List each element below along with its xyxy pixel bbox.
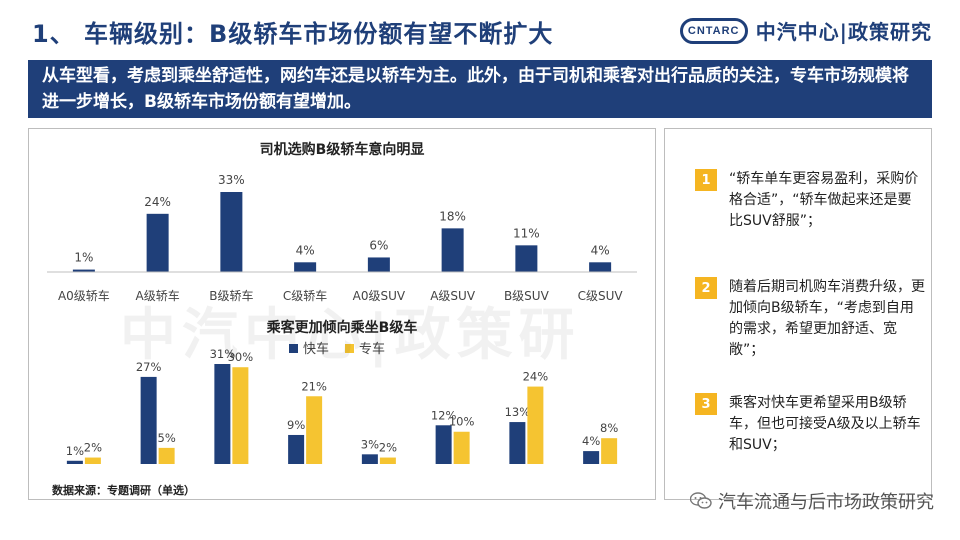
bar-premium-0	[84, 457, 101, 464]
bar-driver-6	[515, 245, 538, 272]
bar-label-driver-7: 4%	[591, 243, 610, 257]
bar-label-express-6: 13%	[505, 405, 531, 419]
bar-label-express-1: 27%	[136, 360, 162, 374]
legend-label-1: 专车	[359, 341, 385, 357]
bar-driver-7	[589, 262, 612, 272]
bar-express-7	[583, 451, 600, 464]
bar-express-3	[288, 434, 305, 464]
note-text: 随着后期司机购车消费升级，更加倾向B级轿车，“考虑到自用的需求，希望更加舒适、宽…	[729, 279, 925, 358]
chart1-title: 司机选购B级轿车意向明显	[260, 141, 425, 158]
note-badge: 2	[695, 277, 717, 299]
bar-label-driver-4: 6%	[369, 238, 388, 252]
note-1: 1 “轿车单车更容易盈利，采购价格合适”，“轿车做起来还是要比SUV舒服”；	[695, 169, 925, 232]
bar-label-express-7: 4%	[582, 434, 600, 448]
page-title: 1、 车辆级别：B级轿车市场份额有望不断扩大	[32, 20, 554, 48]
bar-label-driver-5: 18%	[439, 209, 466, 223]
logo-mark: CNTARC	[679, 17, 748, 44]
bar-express-5	[435, 425, 452, 464]
bar-label-driver-2: 33%	[218, 173, 245, 187]
x-tick-label-4: A0级SUV	[353, 289, 406, 303]
x-tick-label-6: B级SUV	[504, 289, 550, 303]
bar-label-premium-6: 24%	[523, 370, 549, 384]
bar-premium-5	[453, 431, 470, 464]
bar-label-premium-0: 2%	[84, 441, 102, 455]
note-3: 3 乘客对快车更希望采用B级轿车，但也可接受A级及以上轿车和SUV；	[695, 393, 925, 456]
legend-label-0: 快车	[303, 341, 329, 357]
bar-express-1	[140, 376, 157, 464]
bar-premium-4	[379, 457, 396, 464]
notes-panel: 1 “轿车单车更容易盈利，采购价格合适”，“轿车做起来还是要比SUV舒服”； 2…	[664, 128, 932, 500]
note-text: 乘客对快车更希望采用B级轿车，但也可接受A级及以上轿车和SUV；	[729, 395, 921, 453]
x-tick-label-3: C级轿车	[283, 288, 327, 303]
wechat-account-name: 汽车流通与后市场政策研究	[718, 492, 934, 513]
bar-label-premium-5: 10%	[449, 415, 475, 429]
bar-label-premium-2: 30%	[228, 350, 254, 364]
bar-express-4	[361, 454, 378, 464]
legend-swatch-1	[345, 344, 354, 353]
x-tick-label-5: A级SUV	[430, 289, 476, 303]
summary-banner: 从车型看，考虑到乘坐舒适性，网约车还是以轿车为主。此外，由于司机和乘客对出行品质…	[28, 60, 932, 118]
bar-driver-2	[220, 192, 243, 272]
bar-label-express-4: 3%	[361, 437, 379, 451]
legend-swatch-0	[289, 344, 298, 353]
bar-premium-3	[306, 396, 323, 464]
bar-premium-7	[601, 438, 618, 464]
bar-label-driver-1: 24%	[144, 195, 171, 209]
bar-label-driver-0: 1%	[74, 251, 93, 265]
x-tick-label-0: A0级轿车	[58, 288, 110, 303]
bar-driver-5	[441, 228, 464, 272]
note-badge: 3	[695, 393, 717, 415]
data-source: 数据来源：专题调研（单选）	[52, 484, 195, 497]
x-tick-label-1: A级轿车	[136, 288, 180, 303]
bar-label-premium-1: 5%	[158, 431, 176, 445]
bar-driver-4	[367, 257, 390, 272]
bar-label-express-5: 12%	[431, 408, 457, 422]
chart-panel: 司机选购B级轿车意向明显 1% 24% 33% 4% 6% 18% 11% 4% A0级轿车 A级轿…	[28, 128, 656, 500]
note-badge: 1	[695, 169, 717, 191]
note-2: 2 随着后期司机购车消费升级，更加倾向B级轿车，“考虑到自用的需求，希望更加舒适…	[695, 277, 925, 361]
bar-express-2	[214, 364, 231, 464]
bar-label-premium-4: 2%	[379, 441, 397, 455]
logo-text: 中汽中心|政策研究	[755, 20, 932, 44]
bar-label-express-2: 31%	[210, 347, 236, 361]
logo: CNTARC 中汽中心|政策研究	[679, 16, 932, 45]
bar-driver-3	[294, 262, 317, 272]
bar-express-0	[66, 460, 83, 464]
bar-premium-1	[158, 447, 175, 464]
bar-label-driver-6: 11%	[513, 226, 540, 240]
chart2-title: 乘客更加倾向乘坐B级车	[266, 319, 418, 336]
note-text: “轿车单车更容易盈利，采购价格合适”，“轿车做起来还是要比SUV舒服”；	[729, 171, 919, 229]
x-tick-label-2: B级轿车	[209, 288, 253, 303]
bar-driver-1	[146, 213, 169, 272]
x-tick-label-7: C级SUV	[578, 289, 624, 303]
bar-label-driver-3: 4%	[296, 243, 315, 257]
charts-svg: 司机选购B级轿车意向明显 1% 24% 33% 4% 6% 18% 11% 4% A0级轿车 A级轿…	[47, 141, 637, 464]
bar-driver-0	[72, 269, 95, 272]
bar-premium-2	[232, 367, 249, 464]
wechat-icon	[690, 492, 712, 509]
bar-label-express-0: 1%	[66, 444, 84, 458]
bar-premium-6	[527, 386, 544, 464]
bar-label-premium-3: 21%	[301, 379, 327, 393]
bar-label-express-3: 9%	[287, 418, 305, 432]
bar-express-6	[509, 422, 526, 464]
bar-label-premium-7: 8%	[600, 421, 618, 435]
wechat-footer: 汽车流通与后市场政策研究	[690, 488, 934, 514]
